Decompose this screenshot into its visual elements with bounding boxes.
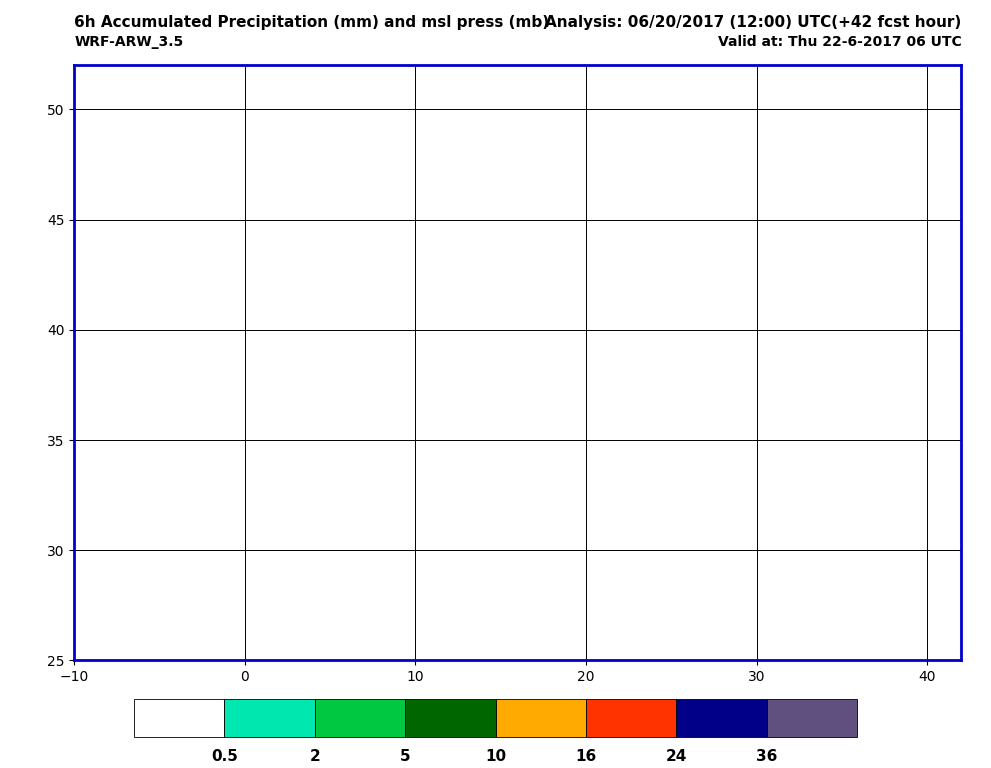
Text: WRF-ARW_3.5: WRF-ARW_3.5 [74, 35, 183, 48]
Text: 24: 24 [666, 749, 687, 764]
Text: 2: 2 [309, 749, 320, 764]
Text: 10: 10 [485, 749, 506, 764]
Text: 6h Accumulated Precipitation (mm) and msl press (mb): 6h Accumulated Precipitation (mm) and ms… [74, 15, 549, 31]
Text: 16: 16 [576, 749, 597, 764]
Text: 5: 5 [399, 749, 410, 764]
Text: Valid at: Thu 22-6-2017 06 UTC: Valid at: Thu 22-6-2017 06 UTC [717, 35, 961, 48]
Text: Analysis: 06/20/2017 (12:00) UTC(+42 fcst hour): Analysis: 06/20/2017 (12:00) UTC(+42 fcs… [545, 15, 961, 31]
Text: 0.5: 0.5 [211, 749, 238, 764]
Text: 36: 36 [756, 749, 778, 764]
